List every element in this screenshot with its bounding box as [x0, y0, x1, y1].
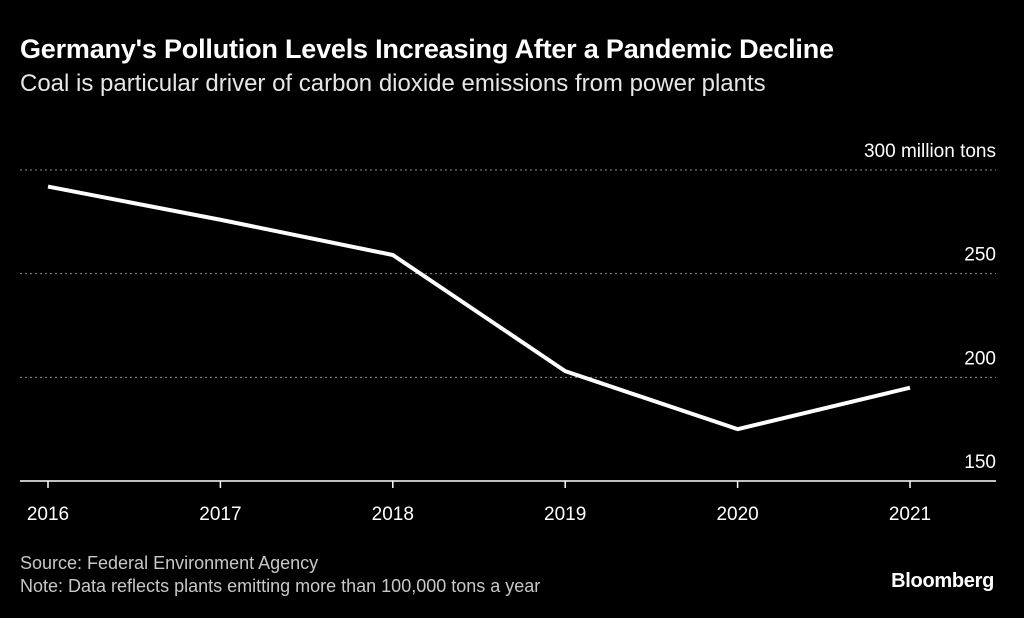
- series-layer: [47, 184, 911, 432]
- y-tick-label-200: 200: [964, 348, 996, 369]
- x-tick-label-2016: 2016: [27, 504, 69, 525]
- y-tick-label-150: 150: [964, 452, 996, 473]
- x-tick-label-2020: 2020: [716, 504, 758, 525]
- data-note: Note: Data reflects plants emitting more…: [20, 576, 541, 596]
- x-tick-label-2017: 2017: [199, 504, 241, 525]
- y-tick-label-250: 250: [964, 245, 996, 266]
- gridlines: [20, 169, 996, 378]
- bloomberg-logo: Bloomberg: [891, 570, 994, 592]
- y-axis-ticks: 150 200 250 300 million tons: [864, 141, 996, 473]
- x-tick-label-2021: 2021: [889, 504, 931, 525]
- x-tick-label-2018: 2018: [372, 504, 414, 525]
- source-note: Source: Federal Environment Agency: [20, 553, 319, 573]
- y-tick-label-300: 300 million tons: [864, 141, 996, 162]
- chart-title: Germany's Pollution Levels Increasing Af…: [20, 34, 834, 64]
- chart-subtitle: Coal is particular driver of carbon diox…: [20, 70, 766, 97]
- x-tick-label-2019: 2019: [544, 504, 586, 525]
- x-axis-ticks: 2016 2017 2018 2019 2020 2021: [27, 481, 931, 525]
- series-line: [47, 184, 911, 432]
